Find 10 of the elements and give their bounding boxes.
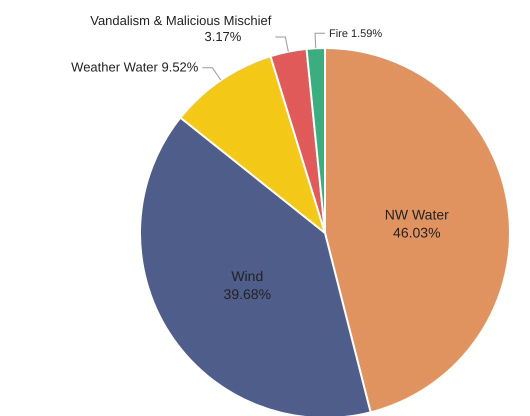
data-label: 3.17% xyxy=(204,28,242,44)
slice-label: Weather Water xyxy=(71,60,162,75)
data-label: 9.52% xyxy=(161,60,199,75)
slice-label: NW Water xyxy=(384,206,450,223)
slice-label: Vandalism & Malicious Mischief xyxy=(90,12,272,28)
slice-label: Wind xyxy=(231,268,264,284)
data-label: 39.68% xyxy=(224,286,272,302)
data-label: 46.03% xyxy=(393,224,441,241)
slice-label: Fire xyxy=(329,28,352,40)
data-label: 1.59% xyxy=(351,28,382,40)
